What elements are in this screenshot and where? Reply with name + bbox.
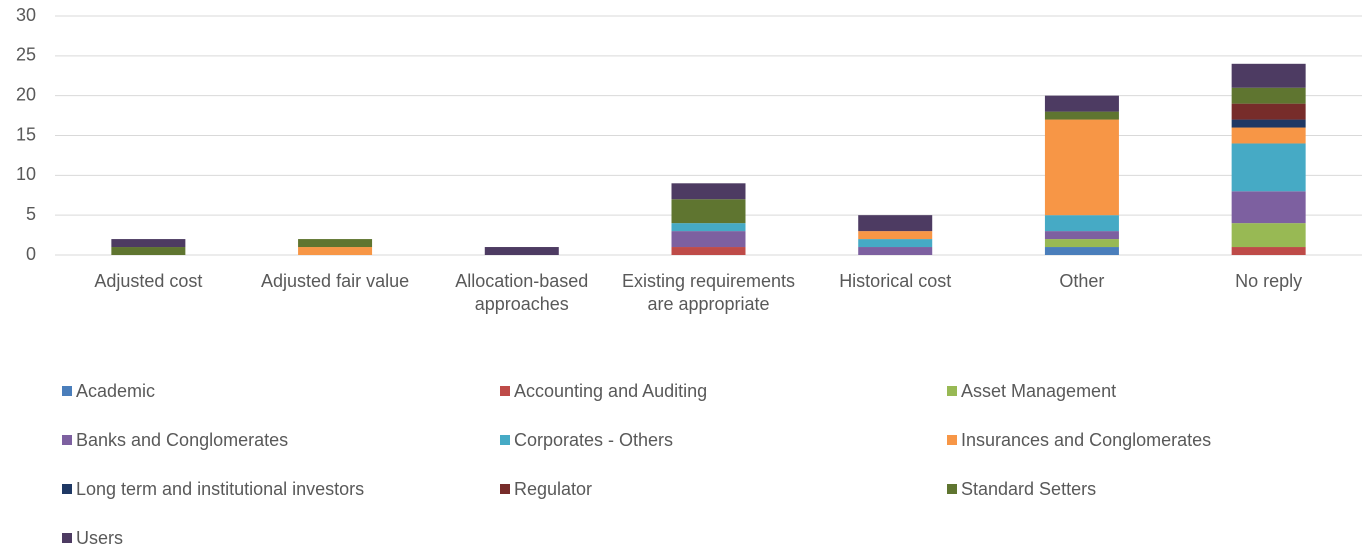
y-tick-label: 10	[16, 164, 36, 184]
bar-segment	[1044, 111, 1119, 120]
legend-swatch	[500, 484, 510, 494]
legend-swatch	[947, 435, 957, 445]
legend-label: Standard Setters	[961, 479, 1097, 499]
legend-swatch	[500, 386, 510, 396]
bar-segment	[671, 231, 746, 248]
bar-segment	[671, 199, 746, 224]
bar-segment	[671, 223, 746, 232]
bar-segment	[858, 231, 933, 240]
legend-label: Regulator	[514, 479, 593, 499]
y-tick-label: 15	[16, 124, 36, 144]
bar-segment	[1231, 119, 1306, 128]
legend-item: Accounting and Auditing	[500, 381, 707, 402]
y-tick-label: 20	[16, 84, 36, 104]
legend-item: Insurances and Conglomerates	[947, 430, 1211, 451]
y-tick-label: 25	[16, 45, 36, 65]
legend-swatch	[947, 386, 957, 396]
legend-label: Academic	[76, 381, 156, 401]
legend-label: Corporates - Others	[514, 430, 674, 450]
x-tick-label: Allocation-based approaches	[455, 271, 589, 314]
bar-segment	[111, 247, 186, 255]
bar-segment	[671, 183, 746, 200]
legend-swatch	[947, 484, 957, 494]
bar-segment	[1231, 247, 1306, 255]
x-tick-label: Existing requirements are appropriate	[621, 271, 796, 314]
x-tick-label: Adjusted fair value	[261, 271, 410, 291]
bar-segment	[1044, 239, 1119, 248]
legend-swatch	[62, 533, 72, 543]
legend-label: Users	[76, 528, 124, 548]
bar-segment	[1231, 103, 1306, 120]
bar-segment	[111, 239, 186, 248]
x-tick-label: Adjusted cost	[94, 271, 203, 291]
legend-label: Banks and Conglomerates	[76, 430, 289, 450]
legend-item: Regulator	[500, 479, 592, 500]
legend-item: Academic	[62, 381, 155, 402]
bar-segment	[1231, 87, 1306, 104]
y-tick-label: 5	[26, 204, 36, 224]
legend-swatch	[62, 386, 72, 396]
y-tick-label: 30	[16, 5, 36, 25]
y-tick-label: 0	[26, 244, 36, 264]
legend-item: Asset Management	[947, 381, 1116, 402]
x-tick-label: No reply	[1235, 271, 1303, 291]
x-tick-label: Historical cost	[839, 271, 952, 291]
bar-segment	[1044, 247, 1119, 255]
bar-segment	[1231, 127, 1306, 144]
legend-label: Accounting and Auditing	[514, 381, 708, 401]
bar-segment	[671, 247, 746, 255]
bar-segment	[1231, 223, 1306, 248]
bar-segment	[858, 239, 933, 248]
bar-segment	[1044, 231, 1119, 240]
bar-segment	[484, 247, 559, 255]
legend-label: Insurances and Conglomerates	[961, 430, 1212, 450]
legend-swatch	[62, 435, 72, 445]
legend-swatch	[500, 435, 510, 445]
bar-segment	[858, 247, 933, 255]
bar-segment	[1044, 119, 1119, 216]
bar-segment	[298, 239, 373, 248]
bar-segment	[1044, 215, 1119, 232]
legend-item: Corporates - Others	[500, 430, 673, 451]
x-tick-label: Other	[1059, 271, 1105, 291]
bar-segment	[1044, 95, 1119, 112]
legend-item: Standard Setters	[947, 479, 1096, 500]
bar-segment	[298, 247, 373, 255]
bar-segment	[1231, 63, 1306, 88]
bar-segment	[1231, 191, 1306, 224]
bar-segment	[1231, 143, 1306, 192]
legend-label: Asset Management	[961, 381, 1117, 401]
legend-item: Long term and institutional investors	[62, 479, 364, 500]
legend-swatch	[62, 484, 72, 494]
legend-item: Banks and Conglomerates	[62, 430, 288, 451]
bar-segment	[858, 215, 933, 232]
legend-label: Long term and institutional investors	[76, 479, 365, 499]
legend-item: Users	[62, 528, 123, 549]
